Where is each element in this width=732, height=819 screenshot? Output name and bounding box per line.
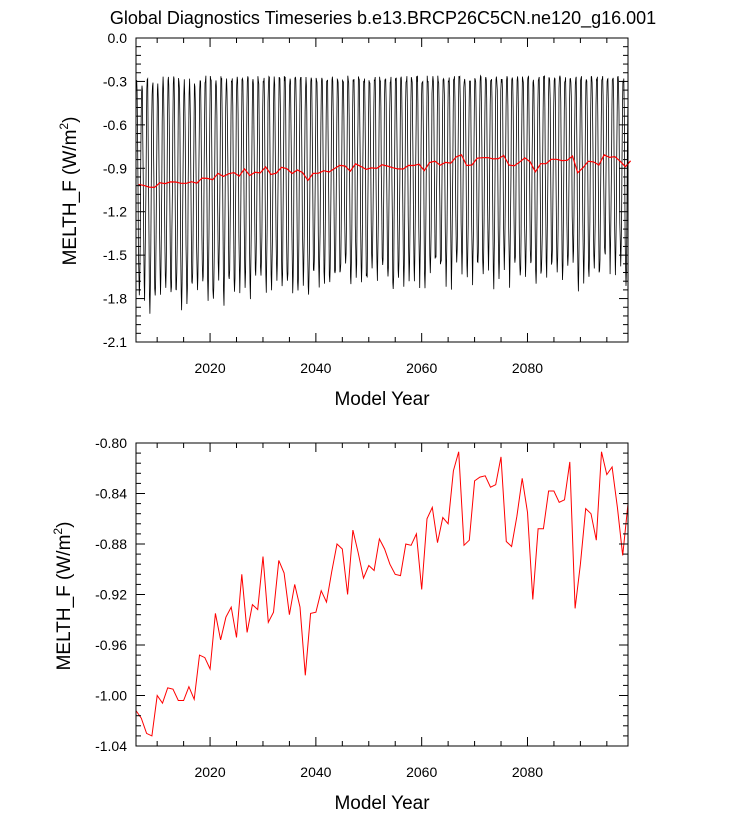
monthly-y-tick-label: -0.6 <box>103 117 127 133</box>
annual-series-line <box>135 451 629 737</box>
monthly-x-tick-label: 2040 <box>300 360 331 376</box>
monthly-x-tick-label: 2060 <box>406 360 437 376</box>
monthly-panel: 2020 2040 2060 2080 0.0 -0.3 -0.6 -0.9 -1.2 -1.5 -… <box>57 30 632 410</box>
annual-y-tick-label: -0.88 <box>95 536 127 552</box>
monthly-series-layer <box>135 74 632 314</box>
figure-title: Global Diagnostics Timeseries b.e13.BRCP… <box>110 8 656 29</box>
monthly-y-tick-label: -0.9 <box>103 160 127 176</box>
annual-y-tick-label: -0.80 <box>95 435 127 451</box>
monthly-y-tick-label: 0.0 <box>108 30 128 46</box>
annual-axes: 2020 2040 2060 2080 -0.80 -0.84 -0.88 -0.92 -0.9… <box>95 435 629 780</box>
monthly-y-tick-label: -2.1 <box>103 334 127 350</box>
annual-panel: 2020 2040 2060 2080 -0.80 -0.84 -0.88 -0.92 -0.9… <box>51 435 629 814</box>
annual-y-axis-label: MELTH_F (W/m2) <box>51 522 75 671</box>
annual-y-tick-label: -1.00 <box>95 688 127 704</box>
monthly-series-line <box>135 74 629 314</box>
annual-y-tick-label: -0.92 <box>95 587 127 603</box>
annual-series-layer <box>135 451 629 737</box>
annual-y-tick-label: -0.96 <box>95 637 127 653</box>
annual-x-tick-label: 2080 <box>512 764 543 780</box>
monthly-x-tick-label: 2080 <box>512 360 543 376</box>
monthly-y-tick-label: -1.5 <box>103 247 127 263</box>
monthly-y-axis-label: MELTH_F (W/m2) <box>57 117 81 266</box>
monthly-plot-frame <box>135 37 629 343</box>
annual-y-tick-label: -0.84 <box>95 486 127 502</box>
monthly-x-tick-label: 2020 <box>194 360 225 376</box>
annual-x-tick-label: 2020 <box>194 764 225 780</box>
monthly-axes: 2020 2040 2060 2080 0.0 -0.3 -0.6 -0.9 -1.2 -1.5 -… <box>103 30 629 376</box>
monthly-y-tick-label: -0.3 <box>103 73 127 89</box>
monthly-y-tick-label: -1.2 <box>103 204 127 220</box>
annual-x-tick-label: 2040 <box>300 764 331 780</box>
annual-mean-overlay-line <box>138 154 632 189</box>
annual-y-tick-label: -1.04 <box>95 738 127 754</box>
annual-x-tick-label: 2060 <box>406 764 437 780</box>
monthly-y-tick-label: -1.8 <box>103 291 127 307</box>
monthly-x-axis-label: Model Year <box>334 389 430 410</box>
annual-x-axis-label: Model Year <box>334 793 430 814</box>
annual-plot-frame <box>135 442 629 747</box>
